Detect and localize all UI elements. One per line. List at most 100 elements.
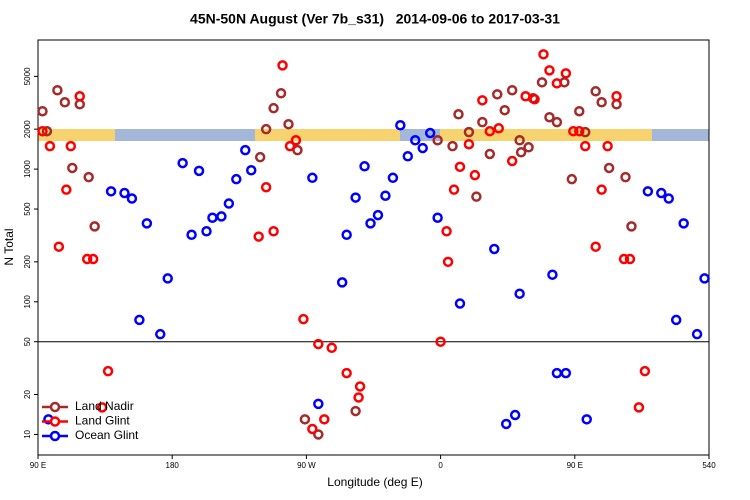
- point: [290, 135, 302, 146]
- point: [307, 172, 318, 184]
- point: [603, 162, 615, 174]
- point: [633, 402, 645, 413]
- point: [469, 169, 481, 181]
- legend-label: Land Glint: [75, 414, 130, 428]
- point: [74, 91, 86, 102]
- point: [663, 193, 674, 204]
- point: [119, 187, 130, 199]
- point: [365, 218, 376, 229]
- point: [231, 173, 242, 185]
- point: [299, 414, 311, 425]
- point: [529, 94, 540, 105]
- point: [83, 171, 94, 183]
- point: [341, 367, 352, 379]
- point: [590, 241, 601, 252]
- point: [670, 314, 682, 326]
- y-tick-label: 100: [23, 295, 32, 309]
- point: [298, 313, 309, 325]
- legend-marker: [49, 430, 61, 442]
- point: [560, 367, 572, 379]
- point: [493, 123, 505, 134]
- point: [37, 125, 48, 137]
- y-tick-label: 2000: [23, 120, 32, 138]
- x-tick-label: 540: [702, 461, 716, 470]
- point: [284, 140, 296, 152]
- point: [620, 171, 631, 183]
- point: [656, 187, 667, 199]
- point: [463, 126, 475, 138]
- point: [44, 140, 56, 152]
- point: [387, 172, 399, 184]
- land-ocean-band: [38, 129, 709, 141]
- point: [642, 186, 654, 197]
- point: [499, 104, 510, 116]
- point: [639, 365, 651, 377]
- point: [240, 144, 251, 156]
- point: [341, 229, 352, 241]
- point: [207, 212, 218, 223]
- point: [515, 146, 527, 158]
- point: [186, 229, 197, 241]
- y-tick-label: 5000: [23, 67, 32, 85]
- point: [523, 142, 534, 153]
- point: [514, 135, 525, 146]
- point: [268, 102, 279, 114]
- point: [492, 89, 503, 100]
- band-segment: [115, 129, 255, 141]
- point: [201, 226, 212, 237]
- point: [477, 116, 488, 128]
- point: [96, 402, 108, 413]
- point: [41, 125, 53, 137]
- point: [590, 86, 601, 97]
- point: [574, 125, 585, 137]
- legend-label: Land Nadir: [75, 399, 134, 413]
- point: [319, 414, 330, 425]
- point: [81, 253, 93, 265]
- plot-frame: [37, 39, 710, 456]
- point: [402, 150, 414, 162]
- point: [253, 231, 264, 242]
- point: [509, 409, 521, 421]
- point: [254, 151, 266, 163]
- point: [678, 218, 689, 229]
- point: [307, 423, 318, 435]
- band-segment: [255, 129, 400, 141]
- point: [65, 140, 77, 152]
- point: [691, 328, 703, 340]
- point: [538, 49, 549, 60]
- point: [602, 140, 613, 152]
- point: [547, 269, 558, 280]
- point: [442, 256, 454, 268]
- legend-marker: [49, 401, 61, 413]
- point: [105, 186, 117, 197]
- y-tick-label: 500: [23, 202, 32, 216]
- y-tick-label: 20: [23, 390, 32, 399]
- point: [350, 405, 361, 417]
- point: [245, 165, 257, 176]
- point: [216, 211, 227, 222]
- legend-marker: [49, 416, 61, 427]
- point: [155, 328, 166, 340]
- point: [520, 91, 531, 102]
- legend-label: Ocean Glint: [75, 428, 139, 442]
- point: [313, 338, 324, 350]
- band-segment: [652, 129, 709, 141]
- x-axis-label: Longitude (deg E): [327, 475, 422, 489]
- x-tick-label: 180: [166, 461, 180, 470]
- point: [579, 140, 591, 152]
- point: [596, 184, 607, 195]
- point: [53, 241, 65, 252]
- point: [292, 144, 303, 156]
- point: [37, 105, 48, 117]
- point: [581, 414, 592, 425]
- point: [52, 84, 63, 96]
- point: [506, 155, 518, 167]
- point: [566, 173, 578, 185]
- point: [484, 148, 496, 160]
- point: [435, 336, 446, 347]
- point: [89, 221, 100, 232]
- point: [544, 65, 555, 76]
- point: [624, 253, 636, 265]
- point: [162, 273, 173, 284]
